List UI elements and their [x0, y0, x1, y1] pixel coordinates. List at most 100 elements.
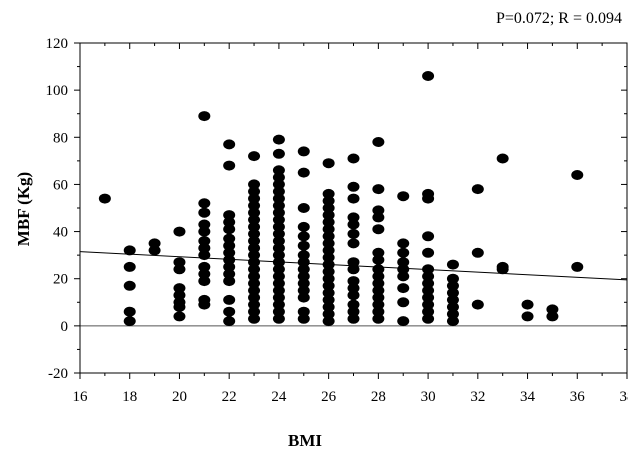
data-point — [297, 306, 310, 317]
data-point — [272, 193, 285, 204]
data-point — [372, 264, 385, 275]
data-point — [521, 299, 534, 310]
data-point — [322, 245, 335, 256]
x-tick-label: 16 — [73, 389, 89, 405]
data-point — [223, 210, 236, 221]
data-point — [322, 195, 335, 206]
data-point — [347, 299, 360, 310]
data-point — [422, 299, 435, 310]
data-point — [272, 148, 285, 159]
data-point — [272, 264, 285, 275]
data-point — [372, 137, 385, 147]
x-tick-label: 32 — [470, 389, 485, 405]
data-point — [446, 309, 459, 320]
data-point — [248, 292, 261, 303]
data-point — [248, 285, 261, 296]
data-point — [397, 247, 410, 258]
data-point — [198, 299, 211, 310]
data-point — [198, 111, 211, 122]
data-point — [297, 240, 310, 251]
data-point — [446, 316, 459, 327]
data-point — [322, 238, 335, 249]
data-point — [272, 299, 285, 310]
data-point — [347, 264, 360, 275]
data-point — [297, 231, 310, 242]
data-point — [397, 271, 410, 282]
data-point — [272, 292, 285, 303]
data-point — [372, 313, 385, 324]
data-point — [272, 236, 285, 246]
data-point — [223, 247, 236, 258]
data-point — [272, 257, 285, 268]
data-point — [347, 238, 360, 249]
data-point — [397, 257, 410, 268]
data-point — [322, 231, 335, 242]
y-tick-label: 0 — [61, 319, 69, 335]
data-point — [198, 276, 211, 287]
data-point — [372, 285, 385, 296]
data-point — [347, 228, 360, 239]
data-point — [322, 266, 335, 277]
y-tick-label: 20 — [53, 272, 68, 288]
data-point — [297, 285, 310, 296]
data-point — [446, 302, 459, 312]
data-point — [397, 297, 410, 308]
data-point — [248, 250, 261, 261]
x-axis-title: BMI — [288, 431, 322, 450]
data-point — [248, 214, 261, 225]
data-point — [198, 243, 211, 254]
data-point — [546, 311, 559, 322]
data-point — [223, 294, 236, 305]
y-tick-label: 80 — [53, 130, 68, 146]
data-point — [272, 214, 285, 225]
data-point — [322, 158, 335, 169]
data-point — [297, 257, 310, 268]
data-point — [272, 207, 285, 218]
x-tick-label: 20 — [172, 389, 187, 405]
data-point — [322, 309, 335, 320]
data-point — [322, 188, 335, 199]
data-point — [223, 217, 236, 228]
data-point — [248, 179, 261, 190]
data-point — [347, 181, 360, 192]
data-point — [248, 186, 261, 197]
data-point — [322, 252, 335, 263]
data-point — [372, 205, 385, 216]
data-point — [297, 250, 310, 261]
data-point — [173, 257, 186, 268]
data-point — [272, 306, 285, 317]
data-point — [198, 261, 211, 272]
data-point — [347, 283, 360, 294]
data-point — [372, 271, 385, 282]
data-point — [397, 316, 410, 327]
data-point — [322, 287, 335, 298]
data-point — [297, 221, 310, 232]
data-point — [372, 292, 385, 303]
data-point — [322, 280, 335, 291]
data-point — [397, 264, 410, 275]
data-point — [223, 233, 236, 244]
data-point — [198, 207, 211, 218]
data-point — [248, 207, 261, 218]
data-point — [123, 316, 136, 327]
data-point — [297, 313, 310, 324]
data-point — [322, 316, 335, 327]
stats-annotation: P=0.072; R = 0.094 — [496, 10, 622, 27]
data-point — [123, 280, 136, 291]
x-tick-label: 38 — [620, 389, 628, 405]
x-tick-label: 36 — [570, 389, 586, 405]
data-point — [198, 226, 211, 237]
data-point — [198, 250, 211, 261]
data-point — [248, 243, 261, 254]
x-tick-label: 34 — [520, 389, 536, 405]
data-point — [347, 276, 360, 287]
data-point — [272, 228, 285, 239]
data-point — [322, 210, 335, 221]
data-point — [223, 269, 236, 279]
data-point — [198, 236, 211, 246]
data-point — [322, 259, 335, 270]
data-point — [198, 198, 211, 209]
data-point — [422, 313, 435, 324]
data-point — [422, 306, 435, 317]
y-axis-title: MBF (Kg) — [14, 172, 33, 246]
